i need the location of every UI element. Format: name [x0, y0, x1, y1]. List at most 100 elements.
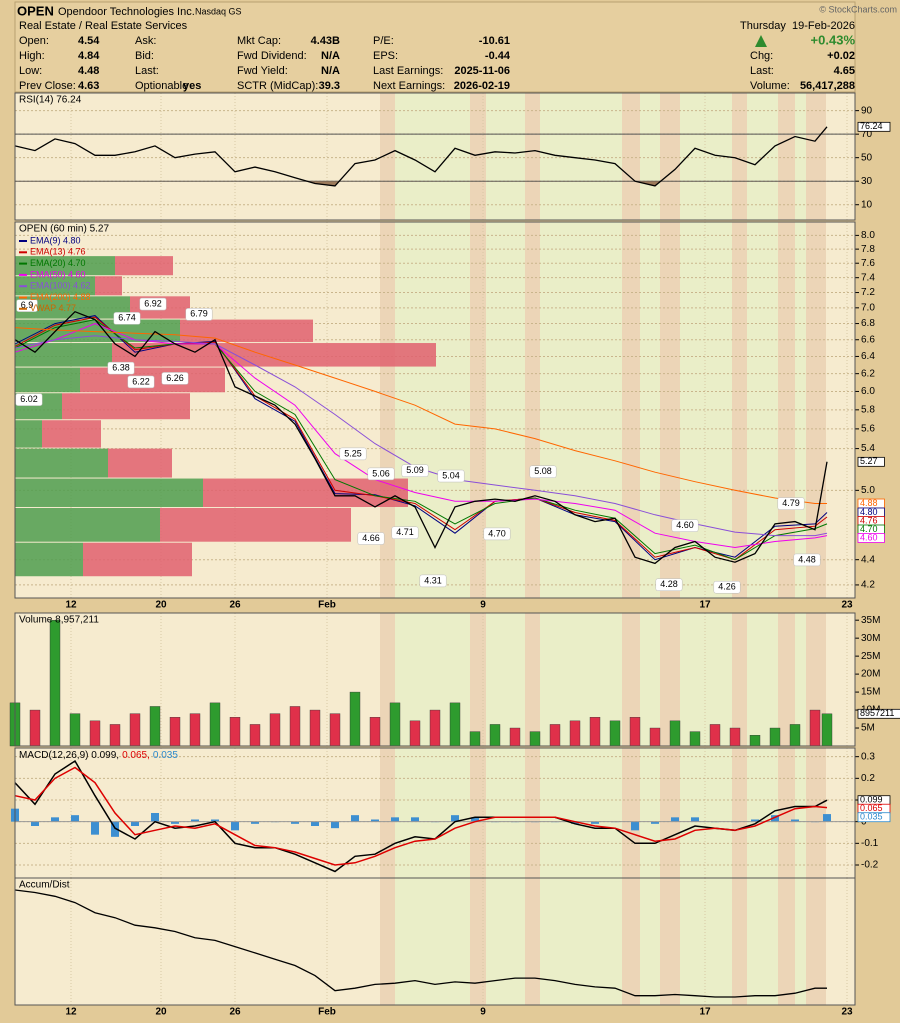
histogram-bar: [411, 817, 419, 822]
session-band: [640, 878, 660, 1005]
x-tick-label: 20: [155, 1007, 167, 1018]
x-tick-label: 9: [480, 600, 486, 611]
vbp-down: [62, 393, 190, 420]
annotation-label: 5.25: [344, 448, 362, 458]
histogram-bar: [111, 821, 119, 837]
annotation-label: 4.71: [396, 527, 414, 537]
histogram-bar: [691, 817, 699, 822]
histogram-bar: [771, 815, 779, 822]
session-band: [486, 93, 525, 220]
volume-bar: [89, 720, 101, 747]
volume-bar: [529, 731, 541, 747]
annotation-box: [15, 393, 43, 406]
session-band: [470, 222, 486, 598]
annotation-box: [367, 467, 395, 481]
session-band: [395, 748, 470, 878]
volume-bar: [269, 713, 281, 747]
volume-bar: [549, 724, 561, 747]
session-band: [525, 748, 540, 878]
session-band: [806, 93, 826, 220]
session-band: [395, 878, 470, 1005]
volume-bar: [769, 727, 781, 747]
y-tick-label: 5M: [861, 723, 875, 734]
field-value: -10.61: [479, 35, 510, 47]
volume-bar: [469, 731, 481, 747]
field-label: Last:: [750, 65, 774, 77]
session-band: [380, 93, 395, 220]
histogram-bar: [291, 821, 299, 824]
histogram-bar: [251, 821, 259, 824]
vbp-down: [112, 343, 436, 367]
volume-bar: [169, 717, 181, 747]
histogram-bar: [751, 819, 759, 822]
x-tick-label: 12: [65, 1007, 77, 1018]
y-tick-label: 5.0: [861, 485, 875, 496]
plot-border: [14, 612, 856, 747]
annotation-box: [483, 527, 511, 541]
y-tick-label: -0.2: [861, 860, 879, 871]
value-tag-label: 4.80: [860, 507, 878, 517]
x-tick-label: 23: [841, 1007, 853, 1018]
annotation-label: 5.04: [442, 470, 460, 480]
field-label: Optionable: [135, 80, 188, 92]
histogram-bar: [131, 821, 139, 826]
session-band: [525, 93, 540, 220]
plot-border: [14, 92, 856, 221]
session-band: [747, 878, 778, 1005]
value-tag: [857, 533, 885, 543]
session-band: [747, 613, 778, 746]
field-label: Chg:: [750, 50, 773, 62]
volume-bar: [449, 702, 461, 747]
y-tick-label: 15M: [861, 687, 880, 698]
volume-bar: [349, 691, 361, 747]
y-tick-label: 50: [861, 152, 873, 163]
x-tick-label: 17: [699, 600, 711, 611]
session-band: [680, 878, 732, 1005]
y-tick-label: 35M: [861, 615, 880, 626]
volume-bar: [29, 709, 41, 747]
session-band: [540, 878, 622, 1005]
annotation-label: 6.79: [190, 309, 208, 319]
value-tag: [857, 456, 885, 467]
histogram-bar: [51, 817, 59, 822]
volume-bar: [389, 702, 401, 747]
date: Thursday 19-Feb-2026: [740, 20, 855, 32]
annotation-label: 6.22: [132, 376, 150, 386]
title-part: 0.035: [153, 750, 178, 761]
field-value: 39.3: [319, 80, 340, 92]
legend-label: EMA(100) 4.62: [30, 281, 91, 291]
y-tick-label: 7.8: [861, 244, 875, 255]
volume-bar: [749, 735, 761, 747]
session-band: [540, 748, 622, 878]
value-tag-label: 76.24: [860, 121, 883, 131]
annotation-label: 6.26: [166, 373, 184, 383]
vbp-down: [108, 448, 172, 478]
legend-label: EMA(200) 4.88: [30, 292, 91, 302]
histogram-bar: [391, 817, 399, 822]
field-label: SCTR (MidCap):: [237, 80, 318, 92]
field-label: Last Earnings:: [373, 65, 443, 77]
volume-bar: [729, 727, 741, 747]
histogram-bar: [591, 821, 599, 824]
y-tick-label: 4.4: [861, 554, 875, 565]
overlay-line: [14, 323, 828, 549]
annotation-label: 4.31: [424, 575, 442, 585]
title-part: 0.065,: [122, 750, 150, 761]
y-tick-label: 70: [861, 129, 873, 140]
histogram-bar: [571, 821, 579, 824]
y-tick-label: 5.6: [861, 424, 875, 435]
x-tick-label: 26: [229, 600, 241, 611]
value-tag: [857, 708, 900, 719]
field-label: Volume:: [750, 80, 790, 92]
y-tick-label: 6.8: [861, 318, 875, 329]
histogram-bar: [331, 821, 339, 829]
volume-bar: [329, 713, 341, 747]
session-band: [660, 748, 680, 878]
session-band: [622, 93, 640, 220]
annotation-label: 4.79: [782, 498, 800, 508]
company-name: Opendoor Technologies Inc.: [58, 6, 195, 18]
histogram-bar: [91, 821, 99, 835]
annotation-label: 4.70: [488, 528, 506, 538]
annotation-box: [671, 519, 699, 532]
annotation-box: [127, 375, 155, 389]
